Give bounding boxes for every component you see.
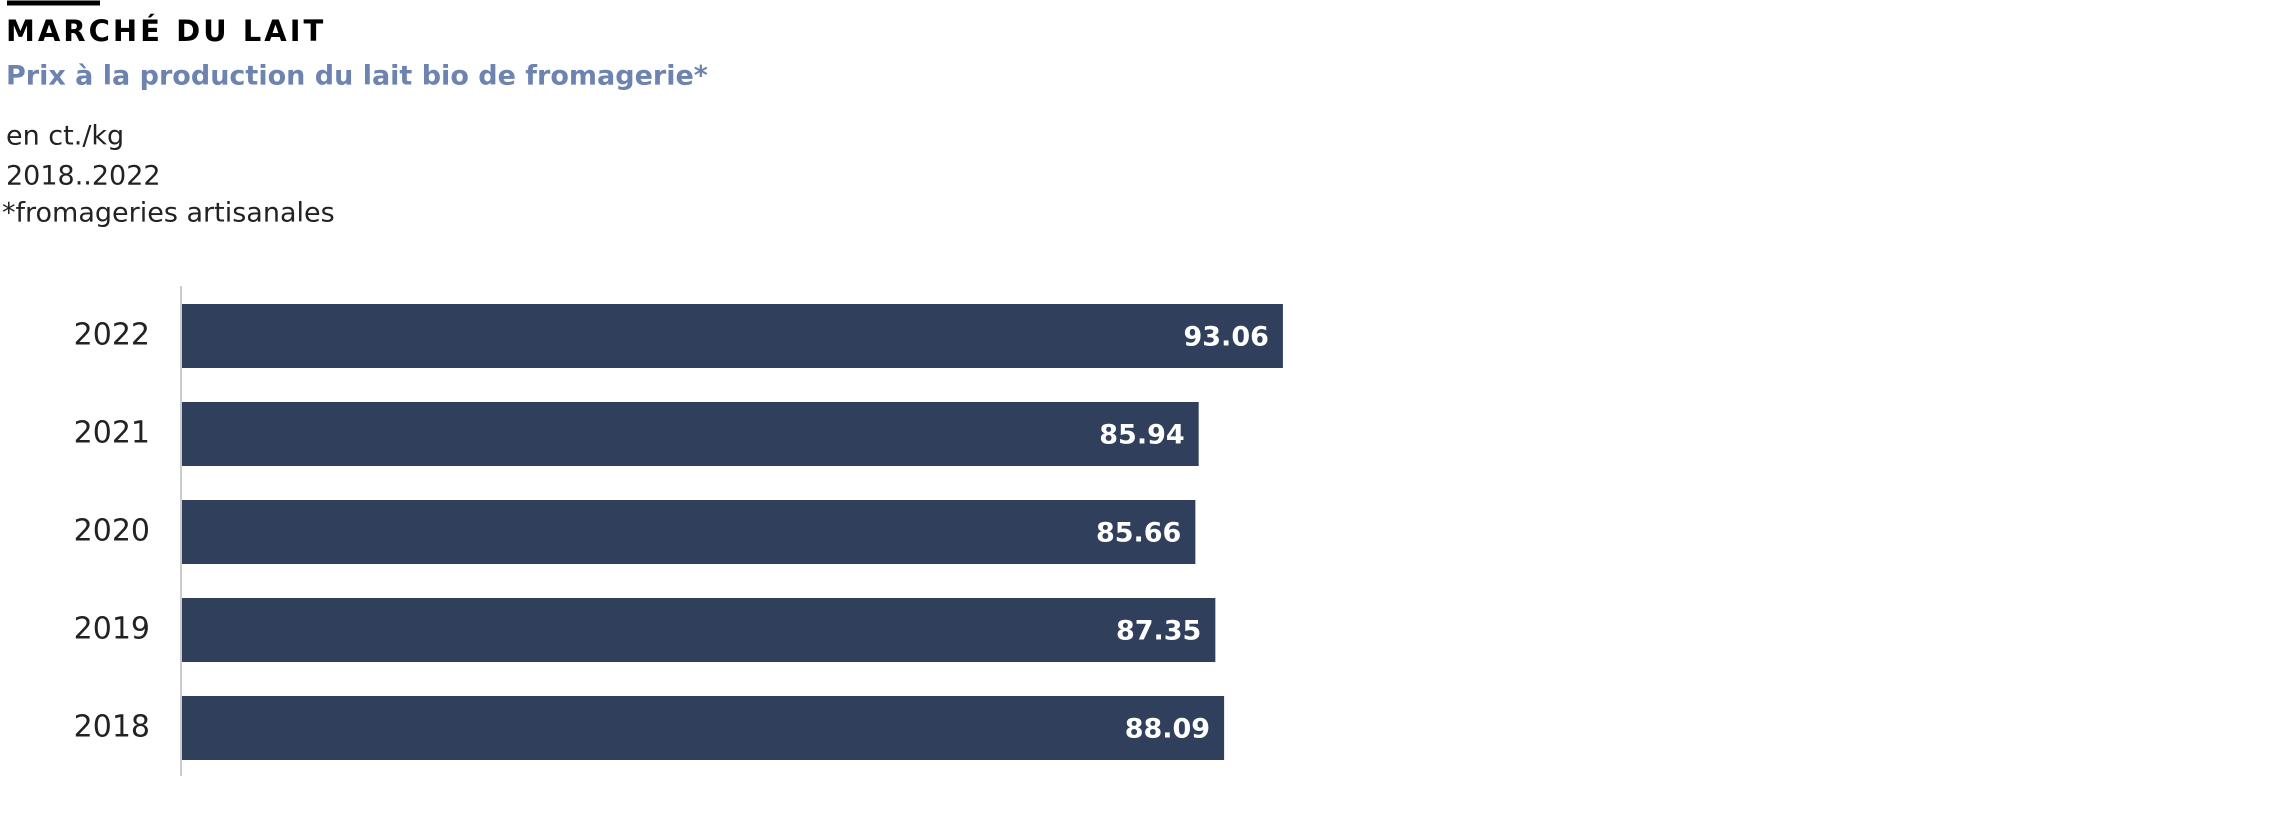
y-tick-label: 2021 — [74, 416, 150, 451]
period-label: 2018..2022 — [6, 161, 161, 192]
bar — [182, 304, 1283, 368]
value-label: 85.66 — [1096, 518, 1181, 549]
footnote: *fromageries artisanales — [2, 198, 335, 229]
chart-title: MARCHÉ DU LAIT — [6, 14, 326, 48]
y-tick-label: 2019 — [74, 612, 150, 647]
value-label: 87.35 — [1116, 616, 1201, 647]
y-tick-label: 2020 — [74, 514, 150, 549]
bar — [182, 696, 1225, 760]
bar — [182, 500, 1196, 564]
bar — [182, 402, 1199, 466]
unit-label: en ct./kg — [6, 121, 124, 152]
bar — [182, 598, 1216, 662]
y-tick-label: 2018 — [74, 710, 150, 745]
value-label: 93.06 — [1183, 322, 1268, 353]
chart-subtitle: Prix à la production du lait bio de from… — [6, 61, 708, 92]
value-label: 85.94 — [1099, 420, 1184, 451]
y-tick-label: 2022 — [74, 318, 150, 353]
value-label: 88.09 — [1125, 714, 1210, 745]
